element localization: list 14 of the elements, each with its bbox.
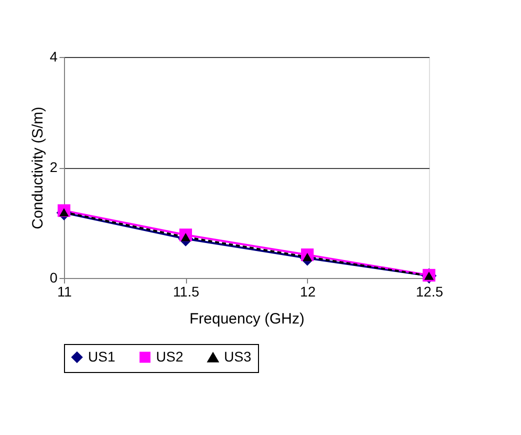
y-tick-label: 2 <box>50 159 58 175</box>
y-tick-label: 4 <box>50 48 58 64</box>
point <box>180 233 190 242</box>
legend-label: US3 <box>224 348 252 365</box>
y-axis-title: Conductivity (S/m) <box>30 106 47 230</box>
x-tick-label: 11 <box>57 284 72 300</box>
x-tick-label: 11.5 <box>173 284 200 300</box>
legend-label: US1 <box>88 348 116 364</box>
legend-label: US2 <box>156 348 184 364</box>
x-tick-label: 12 <box>300 284 316 300</box>
x-axis-title: Frequency (GHz) <box>189 310 305 328</box>
y-tick-label: 0 <box>50 270 58 286</box>
x-tick-label: 12.5 <box>416 284 444 300</box>
point <box>59 208 69 216</box>
